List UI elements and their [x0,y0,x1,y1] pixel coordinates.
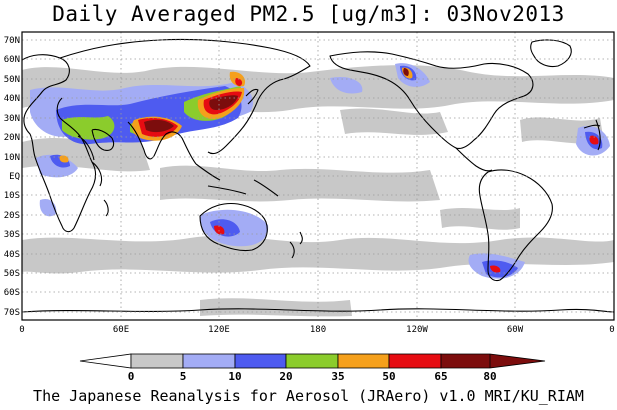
colorbar-tick-label: 0 [128,370,135,383]
colorbar-tick-label: 35 [331,370,344,383]
colorbar-bin-0 [79,353,132,369]
lon-tick-label: 60E [113,325,129,335]
pm25-field [22,38,614,317]
lon-tick-label: 180 [310,325,326,335]
map-gridlines [22,32,614,320]
lat-tick-label: 20S [4,211,20,221]
lat-tick-label: 20N [4,133,20,143]
colorbar-bin-80 [440,353,546,369]
colorbar-bin-5 [130,353,184,369]
colorbar-bin-10 [182,353,236,369]
lat-tick-label: 60S [4,288,20,298]
map-title: Daily Averaged PM2.5 [ug/m3]: 03Nov2013 [52,2,565,26]
colorbar-tick-label: 80 [483,370,496,383]
colorbar-tick-label: 65 [434,370,447,383]
lat-tick-label: 40N [4,94,20,104]
lat-axis: 70N 60N 50N 40N 30N 20N 10N EQ 10S 20S 3… [4,36,20,318]
lat-tick-label: 30S [4,230,20,240]
colorbar-bin-35 [285,353,339,369]
lon-tick-label: 120E [208,325,230,335]
lon-axis: 0 60E 120E 180 120W 60W 0 [19,325,614,335]
colorbar-tick-label: 20 [279,370,292,383]
lat-tick-label: 40S [4,250,20,260]
lon-tick-label: 0 [609,325,614,335]
lon-tick-label: 0 [19,325,24,335]
lat-tick-label: 30N [4,114,20,124]
colorbar [79,353,546,369]
lat-tick-label: 10S [4,191,20,201]
lat-tick-label: 70N [4,36,20,46]
colorbar-bin-65 [388,353,442,369]
lat-tick-label: 10N [4,153,20,163]
lat-tick-label: 70S [4,308,20,318]
coastlines [22,38,614,313]
colorbar-tick-label: 5 [180,370,187,383]
dataset-credit: The Japanese Reanalysis for Aerosol (JRA… [33,387,584,405]
lat-tick-label: 60N [4,55,20,65]
lon-tick-label: 60W [507,325,524,335]
colorbar-tick-label: 10 [228,370,241,383]
lon-tick-label: 120W [406,325,428,335]
lat-tick-label: 50S [4,269,20,279]
pm25-band-80-plus [144,68,409,133]
lat-tick-label: 50N [4,75,20,85]
map-frame [21,31,615,321]
lat-tick-label: EQ [9,172,20,182]
colorbar-bin-50 [337,353,390,369]
colorbar-tick-label: 50 [382,370,395,383]
colorbar-bin-20 [234,353,287,369]
colorbar-ticks: 0 5 10 20 35 50 65 80 [128,370,497,383]
